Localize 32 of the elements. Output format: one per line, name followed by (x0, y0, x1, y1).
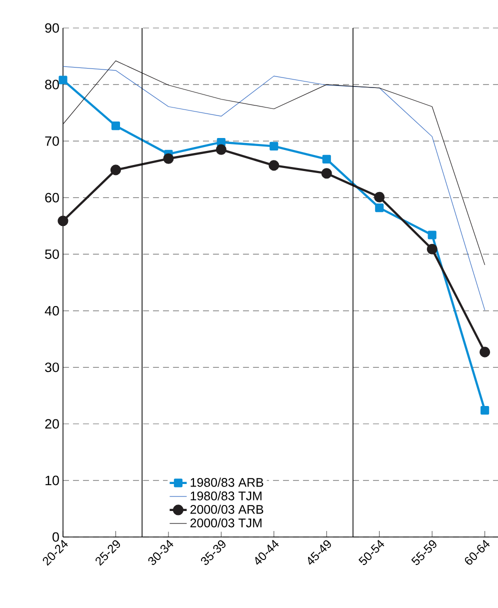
point (270, 142, 278, 150)
legend-label: 2000/03 ARB (190, 504, 264, 514)
y-tick-label: 70 (45, 136, 59, 146)
legend-label: 1980/83 ARB (190, 478, 264, 487)
point (480, 346, 490, 358)
line-series (63, 60, 486, 266)
point (374, 192, 385, 202)
y-tick-label: 50 (45, 249, 59, 259)
y-tick-label: 20 (45, 419, 59, 429)
point (426, 244, 438, 254)
y-tick-label: 90 (45, 23, 59, 33)
line-series (63, 66, 486, 311)
point (428, 230, 436, 240)
point (375, 204, 384, 212)
point (216, 144, 226, 155)
point (480, 406, 490, 415)
y-tick-label: 40 (44, 306, 59, 316)
y-tick-label: 30 (45, 362, 59, 372)
point (110, 164, 122, 176)
point (322, 154, 331, 164)
point (58, 216, 68, 226)
legend-label: 1980/83 TJM (190, 491, 262, 500)
legend-label: 2000/03 TJM (190, 518, 262, 528)
point (163, 153, 174, 164)
point (111, 122, 120, 130)
point (58, 76, 68, 84)
y-tick-label: 80 (45, 80, 59, 90)
y-tick-label: 10 (46, 476, 59, 486)
point (268, 160, 280, 171)
y-tick-label: 60 (45, 192, 59, 202)
point (321, 168, 332, 179)
y-tick-label: 0 (52, 532, 59, 542)
